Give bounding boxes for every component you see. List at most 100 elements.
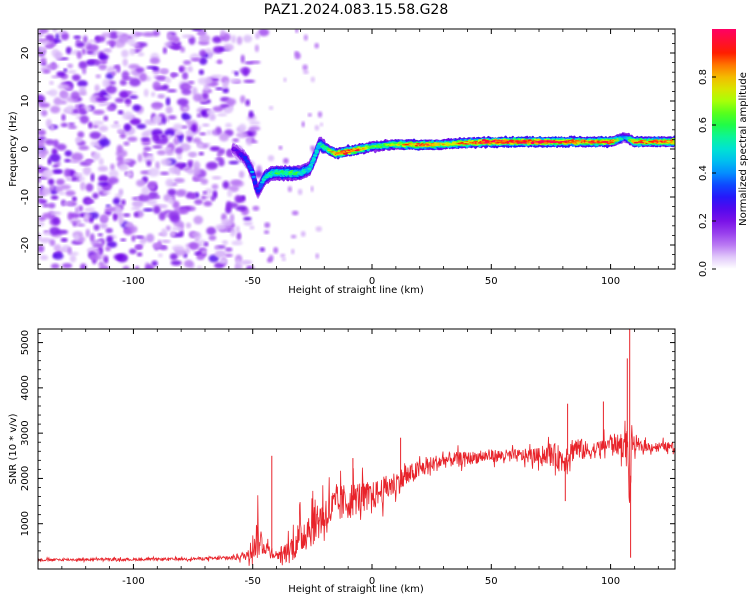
heatmap-noise-cell — [168, 166, 180, 175]
heatmap-noise-cell — [211, 183, 219, 190]
heatmap-noise-cell — [217, 112, 228, 117]
heatmap-noise-cell — [47, 63, 59, 70]
heatmap-noise-cell — [172, 200, 180, 209]
heatmap-noise-cell — [207, 51, 213, 60]
heatmap-noise-cell — [173, 123, 183, 130]
heatmap-noise-cell — [45, 139, 56, 146]
heatmap-noise-cell — [62, 263, 73, 269]
heatmap-noise-cell — [165, 116, 170, 123]
heatmap-ridge-cell — [257, 187, 262, 190]
heatmap-ridge-cell — [416, 143, 421, 145]
y-tick-label: 3000 — [20, 420, 31, 445]
heatmap-noise-cell — [89, 253, 101, 261]
heatmap-noise-cell — [92, 120, 104, 126]
heatmap-noise-cell — [80, 181, 86, 191]
heatmap-ridge-cell — [310, 161, 315, 164]
heatmap-noise-cell — [243, 216, 252, 221]
heatmap-noise-cell — [126, 90, 133, 95]
heatmap-noise-cell — [116, 32, 123, 37]
heatmap-noise-cell — [48, 89, 58, 97]
heatmap-noise-cell — [314, 125, 320, 131]
heatmap-noise-cell — [227, 189, 233, 198]
heatmap-noise-cell — [146, 199, 158, 205]
heatmap-ridge-cell — [247, 165, 252, 168]
heatmap-noise-cell — [67, 125, 77, 129]
heatmap-noise-cell — [221, 213, 227, 221]
heatmap-noise-cell — [105, 85, 117, 94]
heatmap-noise-cell — [142, 208, 154, 212]
snr-series-line — [38, 420, 675, 566]
heatmap-noise-cell — [268, 105, 274, 110]
heatmap-noise-cell — [113, 121, 119, 125]
heatmap-noise-cell — [129, 77, 141, 87]
heatmap-noise-cell — [100, 214, 109, 223]
heatmap-noise-cell — [232, 138, 240, 143]
heatmap-noise-cell — [169, 214, 181, 223]
heatmap-noise-cell — [177, 153, 182, 161]
heatmap-noise-cell — [235, 205, 247, 212]
heatmap-noise-cell — [225, 98, 237, 106]
heatmap-ridge-cell — [300, 172, 305, 174]
heatmap-noise-cell — [319, 122, 324, 127]
heatmap-noise-cell — [243, 34, 253, 43]
heatmap-noise-cell — [190, 232, 200, 238]
heatmap-noise-cell — [93, 224, 100, 231]
heatmap-noise-cell — [142, 150, 148, 158]
heatmap-noise-cell — [258, 29, 270, 37]
heatmap-noise-cell — [283, 158, 289, 164]
heatmap-ridge-cell — [317, 142, 322, 145]
heatmap-noise-cell — [112, 197, 121, 205]
heatmap-ridge-cell — [325, 148, 331, 150]
heatmap-noise-cell — [85, 228, 91, 238]
heatmap-noise-cell — [67, 247, 72, 255]
heatmap-noise-cell — [122, 58, 128, 67]
heatmap-noise-cell — [75, 38, 81, 44]
heatmap-noise-cell — [291, 248, 295, 255]
heatmap-noise-cell — [39, 254, 49, 261]
heatmap-noise-cell — [40, 109, 48, 117]
heatmap-noise-cell — [281, 257, 286, 261]
heatmap-ridge-cell — [367, 146, 372, 149]
x-tick-label: -100 — [122, 576, 145, 587]
heatmap-noise-cell — [153, 205, 161, 214]
heatmap-noise-cell — [79, 91, 87, 96]
heatmap-noise-cell — [186, 168, 195, 175]
heatmap-noise-cell — [152, 242, 163, 249]
heatmap-noise-cell — [198, 151, 204, 156]
heatmap-noise-cell — [209, 146, 221, 152]
heatmap-noise-cell — [170, 231, 176, 238]
heatmap-noise-cell — [105, 246, 111, 252]
heatmap-noise-cell — [209, 113, 216, 121]
heatmap-noise-cell — [182, 162, 187, 167]
heatmap-noise-cell — [166, 89, 177, 93]
heatmap-noise-cell — [166, 134, 172, 140]
heatmap-noise-cell — [191, 29, 203, 32]
heatmap-noise-cell — [156, 195, 161, 199]
heatmap-noise-cell — [119, 132, 127, 139]
heatmap-noise-cell — [55, 33, 60, 41]
heatmap-noise-cell — [60, 32, 69, 41]
heatmap-noise-cell — [95, 35, 106, 43]
heatmap-noise-cell — [140, 137, 151, 141]
snr-background — [38, 329, 675, 569]
heatmap-noise-cell — [187, 80, 195, 85]
heatmap-ridge-cell — [260, 181, 265, 184]
heatmap-noise-cell — [249, 225, 255, 230]
heatmap-ridge-cell — [436, 144, 441, 146]
heatmap-noise-cell — [188, 241, 200, 251]
spectrogram-x-label: Height of straight line (km) — [288, 285, 424, 296]
heatmap-noise-cell — [129, 248, 137, 255]
heatmap-noise-cell — [116, 64, 121, 74]
heatmap-noise-cell — [205, 109, 215, 115]
heatmap-noise-cell — [197, 142, 204, 149]
heatmap-noise-cell — [78, 145, 90, 151]
heatmap-noise-cell — [98, 175, 109, 183]
heatmap-ridge-cell — [629, 138, 634, 141]
heatmap-noise-cell — [136, 252, 143, 257]
heatmap-noise-cell — [182, 107, 189, 111]
heatmap-noise-cell — [50, 263, 60, 269]
heatmap-noise-cell — [218, 158, 225, 167]
heatmap-noise-cell — [98, 64, 107, 71]
heatmap-noise-cell — [88, 121, 93, 129]
heatmap-noise-cell — [187, 160, 194, 169]
